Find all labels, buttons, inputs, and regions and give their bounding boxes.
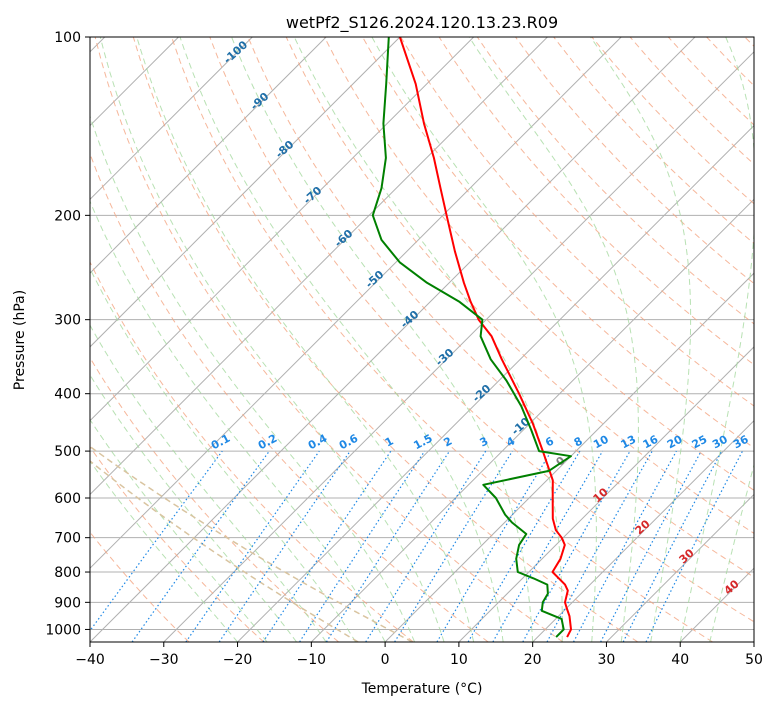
mixing-ratio-line: [185, 450, 320, 642]
y-tick-label: 900: [54, 595, 81, 611]
dry-adiabat: [171, 37, 713, 642]
moist-adiabat: [293, 37, 563, 642]
dry-adiabat: [323, 37, 754, 491]
y-axis-label: Pressure (hPa): [12, 290, 28, 390]
x-tick-label: −40: [75, 652, 105, 668]
moist-adiabat: [90, 200, 386, 642]
x-tick-label: −20: [223, 652, 253, 668]
mixing-ratio-line: [394, 450, 513, 642]
x-axis-label: Temperature (°C): [361, 681, 483, 697]
y-axis: 100 200 300 400 500 600 700 800 900 1000: [45, 30, 90, 638]
x-axis: −40 −30 −20 −10 0 10 20 30 40 50: [75, 642, 763, 668]
mixing-ratio-line: [645, 450, 744, 642]
isotherm-line: [163, 51, 754, 642]
moist-adiabat: [371, 37, 597, 642]
moist-adiabat: [90, 418, 268, 642]
mixing-ratio-line: [90, 450, 223, 632]
moist-adiabat: [709, 462, 754, 642]
isotherm-line: [90, 37, 327, 274]
y-tick-label: 700: [54, 531, 81, 547]
temperature-profile: [398, 37, 572, 638]
x-tick-label: −30: [149, 652, 179, 668]
plot-frame: [89, 36, 755, 643]
dry-adiabat: [247, 37, 754, 578]
dry-adiabat: [438, 37, 754, 366]
y-tick-label: 200: [54, 208, 81, 224]
mixing-ratio-line: [131, 450, 270, 642]
mixing-ratio-line: [262, 450, 392, 642]
dewpoint-profile: [371, 37, 572, 638]
mixing-ratio-line: [572, 450, 677, 642]
isotherm-line: [90, 37, 548, 496]
isotherm-line: [90, 37, 401, 348]
dry-adiabat: [132, 37, 639, 642]
dry-adiabat: [285, 37, 754, 535]
moist-adiabat: [90, 324, 327, 642]
mixing-ratio-line: [546, 450, 653, 642]
mixing-ratio-line: [522, 450, 631, 642]
y-tick-label: 800: [54, 565, 81, 581]
x-tick-label: −10: [297, 652, 327, 668]
y-tick-label: 600: [54, 491, 81, 507]
y-tick-label: 400: [54, 387, 81, 403]
moist-adiabat: [136, 37, 475, 642]
dry-adiabat: [90, 446, 265, 642]
mixing-ratio-line: [325, 450, 450, 642]
moist-adiabat: [179, 37, 504, 642]
y-tick-label: 300: [54, 313, 81, 329]
moist-adiabat: [90, 114, 416, 642]
isotherm-line: [90, 37, 622, 569]
isotherm-line: [90, 37, 475, 422]
mixing-ratio-label: 20: [665, 433, 685, 452]
mixing-ratio-label: 30: [710, 433, 730, 452]
mixing-ratio-line: [218, 450, 351, 642]
mixing-ratio-label: 13: [619, 433, 639, 452]
moist-adiabat: [90, 267, 357, 642]
isotherm-line: [384, 272, 754, 642]
y-tick-label: 500: [54, 444, 81, 460]
dry-adiabat: [94, 37, 564, 642]
dry-adiabat: [476, 37, 754, 325]
isotherm-line: [458, 346, 754, 642]
dry-adiabat: [90, 356, 339, 642]
dry-adiabat: [90, 260, 414, 642]
isotherm-line: [606, 493, 754, 642]
x-tick-label: 10: [450, 652, 468, 668]
y-tick-label: 1000: [45, 622, 81, 638]
mixing-ratio-label: 25: [690, 433, 710, 452]
x-tick-label: 40: [671, 652, 689, 668]
x-tick-label: 50: [745, 652, 763, 668]
background-lines: [90, 37, 754, 642]
moist-adiabat: [468, 37, 639, 642]
mixing-ratio-label: 16: [641, 433, 661, 452]
x-tick-label: 30: [598, 652, 616, 668]
moist-adiabat: [90, 373, 297, 642]
lcl-curve: [90, 460, 359, 642]
mixing-ratio-label: 36: [731, 433, 751, 452]
x-tick-label: 20: [524, 652, 542, 668]
isotherm-line: [90, 37, 696, 642]
isotherm-line: [532, 419, 754, 642]
mixing-ratio-labels: 0.1 0.2 0.4 0.6 1 1.5 2 3 4 6 8 10 13 16 20 25 30 36: [209, 432, 751, 453]
moist-adiabat: [99, 37, 445, 642]
mixing-ratio-line: [299, 450, 426, 642]
x-tick-label: 0: [381, 652, 390, 668]
isotherm-line: [237, 124, 754, 642]
moist-adiabat: [90, 460, 238, 642]
chart-title: wetPf2_S126.2024.120.13.23.R09: [286, 13, 558, 33]
isotherm-line: [90, 37, 253, 201]
y-tick-label: 100: [54, 30, 81, 46]
mixing-ratio-label: 10: [591, 433, 611, 452]
moist-adiabat: [590, 37, 692, 642]
profile-lines: [371, 37, 572, 638]
dry-adiabat: [209, 37, 754, 623]
dry-adiabat: [515, 37, 754, 285]
moist-adiabat: [231, 37, 534, 642]
moist-adiabat: [679, 37, 754, 642]
